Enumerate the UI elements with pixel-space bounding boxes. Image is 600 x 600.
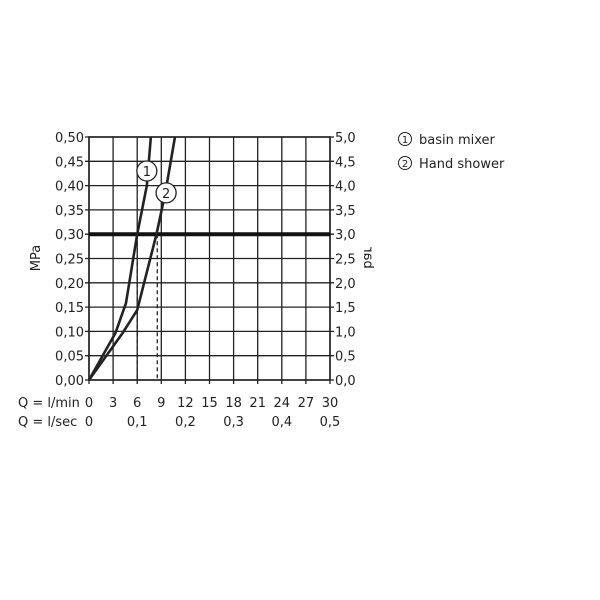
legend-marker-circle (398, 156, 412, 170)
plot-frame (88, 136, 331, 381)
legend-label: basin mixer (419, 133, 496, 148)
y-tick-left: 0,40 (55, 180, 84, 195)
y-tick-right: 1,0 (335, 325, 356, 340)
x-label-row: Q = l/sec (18, 415, 77, 430)
y-tick-left: 0,35 (55, 204, 84, 219)
y-tick-right: 2,5 (335, 253, 356, 268)
y-tick-right: 4,0 (335, 180, 356, 195)
x-tick: 0,4 (271, 415, 292, 430)
y-tick-right: 4,5 (335, 155, 356, 170)
y-tick-left: 0,30 (55, 228, 84, 243)
x-tick: 0 (85, 396, 93, 411)
y-tick-left: 0,00 (55, 374, 84, 389)
legend-marker-number: 2 (402, 159, 408, 170)
x-tick: 15 (201, 396, 218, 411)
x-tick: 0,1 (127, 415, 148, 430)
y-tick-left: 0,20 (55, 277, 84, 292)
y-tick-right: 3,0 (335, 228, 356, 243)
x-tick: 3 (109, 396, 117, 411)
y-tick-right: 0,5 (335, 350, 356, 365)
legend-label: Hand shower (419, 157, 505, 172)
x-tick: 0 (85, 415, 93, 430)
series-marker-circle (155, 182, 177, 204)
y-tick-left: 0,10 (55, 325, 84, 340)
y-tick-right: 1,5 (335, 301, 356, 316)
x-tick: 12 (177, 396, 194, 411)
y-tick-right: 5,0 (335, 131, 356, 146)
y-tick-left: 0,45 (55, 155, 84, 170)
x-tick: 0,2 (175, 415, 196, 430)
y-tick-left: 0,50 (55, 131, 84, 146)
series-marker-number: 2 (162, 187, 170, 202)
x-tick: 30 (322, 396, 339, 411)
x-tick: 27 (298, 396, 315, 411)
y-label-right: bar (360, 247, 375, 269)
x-tick: 24 (274, 396, 291, 411)
x-tick: 0,3 (223, 415, 244, 430)
series-marker-number: 1 (143, 165, 151, 180)
x-tick: 0,5 (320, 415, 341, 430)
y-tick-right: 3,5 (335, 204, 356, 219)
legend-marker-number: 1 (402, 135, 408, 146)
x-tick: 21 (249, 396, 266, 411)
x-label-row: Q = l/min (18, 396, 80, 411)
x-tick: 9 (157, 396, 165, 411)
x-tick: 18 (225, 396, 242, 411)
y-tick-left: 0,15 (55, 301, 84, 316)
y-tick-right: 2,0 (335, 277, 356, 292)
x-tick: 6 (133, 396, 141, 411)
legend-marker-circle (398, 132, 412, 146)
y-tick-left: 0,05 (55, 350, 84, 365)
y-tick-left: 0,25 (55, 253, 84, 268)
y-label-left: MPa (29, 245, 44, 271)
y-tick-right: 0,0 (335, 374, 356, 389)
series-marker-circle (136, 160, 158, 182)
